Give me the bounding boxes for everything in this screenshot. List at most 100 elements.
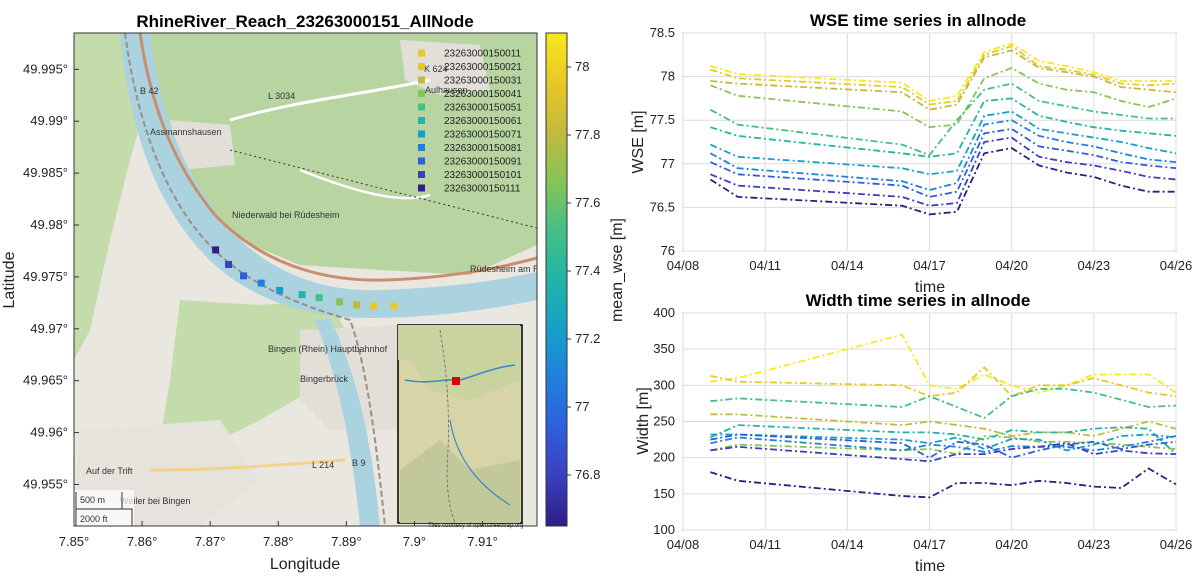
series-line bbox=[709, 82, 1176, 157]
legend-swatch bbox=[418, 103, 425, 111]
rhine-river bbox=[120, 33, 537, 318]
legend-label: 23263000150071 bbox=[444, 130, 522, 141]
node-marker bbox=[257, 279, 265, 287]
wse-ticks: 04/08 04/11 04/14 04/17 04/20 04/23 04/26 76 76.… bbox=[650, 25, 1193, 273]
road-l214 bbox=[149, 458, 346, 472]
series-line bbox=[710, 110, 1177, 176]
map-y-axis: 49.995° 49.99° 49.985° 49.98° 49.975° 49.97° 4… bbox=[23, 61, 79, 491]
colorbar-ticks: 78 77.8 77.6 77.4 77.2 77 76.8 bbox=[567, 59, 600, 482]
map-legend: 23263000150011 23263000150021 232630001500… bbox=[418, 49, 522, 195]
road-b42 bbox=[138, 33, 537, 282]
map-x-tick-label: 7.89° bbox=[331, 534, 362, 549]
map-label: Assmannshausen bbox=[150, 127, 222, 137]
map-y-tick-label: 49.975° bbox=[23, 269, 68, 284]
wse-panel: WSE time series in allnode 04/08 04/11 04/… bbox=[630, 11, 1192, 296]
x-tick-label: 04/11 bbox=[749, 258, 781, 273]
y-tick-label: 250 bbox=[653, 414, 675, 429]
basemap: Aulhausen Assmannshausen Niederwald bei … bbox=[74, 33, 557, 526]
x-tick-label: 04/14 bbox=[831, 258, 864, 273]
series-line bbox=[710, 333, 1177, 394]
colorbar bbox=[545, 32, 568, 527]
inset-credit: Tiles courtesy of openstreetmap.org bbox=[428, 523, 524, 529]
map-frame bbox=[73, 32, 538, 527]
map-x-tick-label: 7.9° bbox=[403, 534, 426, 549]
map-panel: RhineRiver_Reach_23263000151_AllNode bbox=[1, 12, 626, 573]
y-tick-label: 150 bbox=[653, 486, 675, 501]
y-tick-label: 78.5 bbox=[650, 25, 675, 40]
colorbar-tick-label: 77 bbox=[575, 399, 589, 414]
legend-label: 23263000150091 bbox=[444, 157, 522, 168]
y-tick-label: 100 bbox=[653, 522, 675, 537]
y-tick-label: 350 bbox=[653, 341, 675, 356]
series-line bbox=[710, 433, 1177, 452]
map-label: Bingen (Rhein) Hauptbahnhof bbox=[268, 344, 388, 354]
colorbar-tick-label: 78 bbox=[575, 59, 589, 74]
series-line bbox=[710, 424, 1177, 455]
legend-label: 23263000150081 bbox=[444, 143, 522, 154]
x-tick-label: 04/26 bbox=[1160, 537, 1193, 552]
wse-y-label: WSE [m] bbox=[630, 110, 647, 173]
node-marker bbox=[390, 302, 398, 310]
series-line bbox=[710, 435, 1177, 453]
legend-label: 23263000150021 bbox=[444, 62, 522, 73]
legend-label: 23263000150031 bbox=[444, 76, 522, 87]
map-x-tick-label: 7.85° bbox=[59, 534, 90, 549]
legend-swatch bbox=[418, 49, 425, 57]
map-label: Auf der Trift bbox=[86, 466, 133, 476]
y-tick-label: 400 bbox=[653, 305, 675, 320]
node-marker bbox=[336, 298, 344, 306]
legend-label: 23263000150061 bbox=[444, 116, 522, 127]
y-tick-label: 77 bbox=[661, 156, 675, 171]
colorbar-tick-label: 77.4 bbox=[575, 263, 600, 278]
map-x-tick-label: 7.88° bbox=[263, 534, 294, 549]
x-tick-label: 04/20 bbox=[995, 537, 1028, 552]
legend-label: 23263000150051 bbox=[444, 103, 522, 114]
road-l3034 bbox=[229, 78, 431, 122]
series-line bbox=[710, 97, 1177, 158]
inset-map: Tiles courtesy of openstreetmap.org bbox=[397, 324, 524, 529]
colorbar-tick-label: 77.6 bbox=[575, 195, 600, 210]
y-tick-label: 78 bbox=[661, 69, 675, 84]
node-markers bbox=[212, 246, 398, 310]
map-label: Bingerbrück bbox=[300, 374, 349, 384]
x-tick-label: 04/08 bbox=[667, 258, 700, 273]
width-series bbox=[710, 333, 1177, 499]
nahe-river bbox=[315, 318, 380, 526]
map-x-label: Longitude bbox=[270, 556, 340, 573]
node-marker bbox=[212, 246, 220, 254]
map-x-tick-label: 7.87° bbox=[195, 534, 226, 549]
series-line bbox=[710, 66, 1177, 129]
legend-label: 23263000150041 bbox=[444, 89, 522, 100]
width-grid bbox=[682, 312, 1177, 531]
map-label: Aulhausen bbox=[425, 85, 468, 95]
node-marker bbox=[240, 272, 248, 280]
series-line bbox=[710, 387, 1177, 419]
y-tick-label: 77.5 bbox=[650, 112, 675, 127]
legend-swatch bbox=[418, 130, 425, 138]
x-tick-label: 04/20 bbox=[995, 258, 1028, 273]
colorbar-label: mean_wse [m] bbox=[609, 218, 626, 322]
series-line bbox=[710, 413, 1177, 437]
legend-swatch bbox=[418, 157, 425, 165]
width-panel: Width time series in allnode 04/08 04/11 0… bbox=[635, 291, 1192, 575]
x-tick-label: 04/11 bbox=[749, 537, 781, 552]
map-label: Rüdesheim am Rhein bbox=[470, 264, 557, 274]
wse-title: WSE time series in allnode bbox=[810, 11, 1026, 30]
series-line bbox=[710, 433, 1177, 459]
map-label: Niederwald bei Rüdesheim bbox=[232, 210, 340, 220]
node-marker bbox=[370, 302, 378, 310]
map-y-tick-label: 49.965° bbox=[23, 373, 68, 388]
map-y-tick-label: 49.995° bbox=[23, 61, 68, 76]
map-y-tick-label: 49.985° bbox=[23, 165, 68, 180]
legend-swatch bbox=[418, 117, 425, 124]
wse-series bbox=[709, 42, 1177, 216]
map-y-tick-label: 49.98° bbox=[30, 217, 68, 232]
scale-bar: 500 m 2000 ft bbox=[74, 490, 134, 526]
map-label: K 624 bbox=[424, 64, 448, 74]
settlement-assmannshausen bbox=[170, 120, 235, 170]
series-line bbox=[710, 136, 1177, 207]
map-title: RhineRiver_Reach_23263000151_AllNode bbox=[136, 12, 473, 31]
inset-location-marker bbox=[452, 377, 460, 385]
colorbar-tick-label: 77.8 bbox=[575, 127, 600, 142]
road-minor bbox=[299, 168, 431, 200]
